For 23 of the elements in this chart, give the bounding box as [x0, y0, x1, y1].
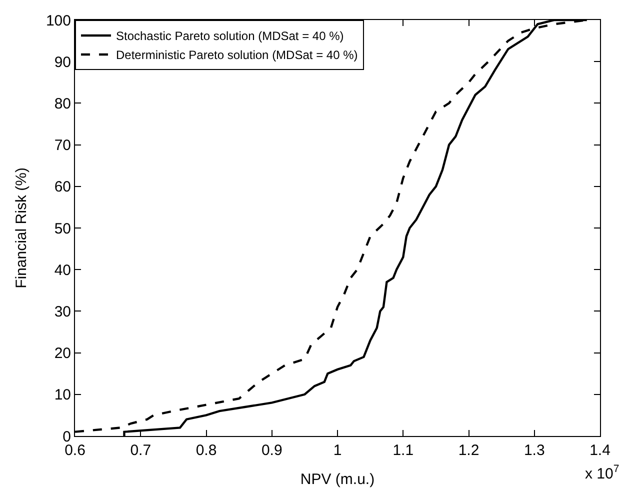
y-tick-label: 60	[54, 178, 71, 196]
x-tick-label: 1.4	[590, 442, 610, 459]
x-tick-label: 1.3	[524, 442, 545, 459]
x-tick-label: 1.2	[458, 442, 480, 459]
x-axis-title: NPV (m.u.)	[300, 471, 375, 488]
y-tick-label: 70	[54, 137, 71, 154]
legend-label: Deterministic Pareto solution (MDSat = 40 %)	[116, 48, 358, 62]
x-tick-label: 0.9	[261, 442, 282, 459]
y-tick-label: 30	[54, 303, 71, 320]
y-tick-label: 40	[54, 262, 71, 279]
y-tick-label: 20	[54, 345, 71, 362]
y-tick-label: 50	[54, 220, 71, 238]
y-axis-title: Financial Risk (%)	[13, 168, 30, 288]
x-tick-label: 1	[333, 442, 342, 459]
y-tick-label: 80	[54, 95, 71, 112]
x-tick-label: 1.1	[392, 442, 414, 459]
y-tick-label: 10	[54, 386, 71, 404]
y-tick-label: 90	[54, 54, 71, 71]
text: x 10$^{7}$	[585, 463, 620, 482]
legend-label: Stochastic Pareto solution (MDSat = 40 %)	[116, 29, 344, 44]
x-tick-label: 0.8	[196, 442, 217, 459]
y-tick-label: 100	[46, 12, 71, 30]
x-tick-label: 0.7	[130, 442, 152, 459]
